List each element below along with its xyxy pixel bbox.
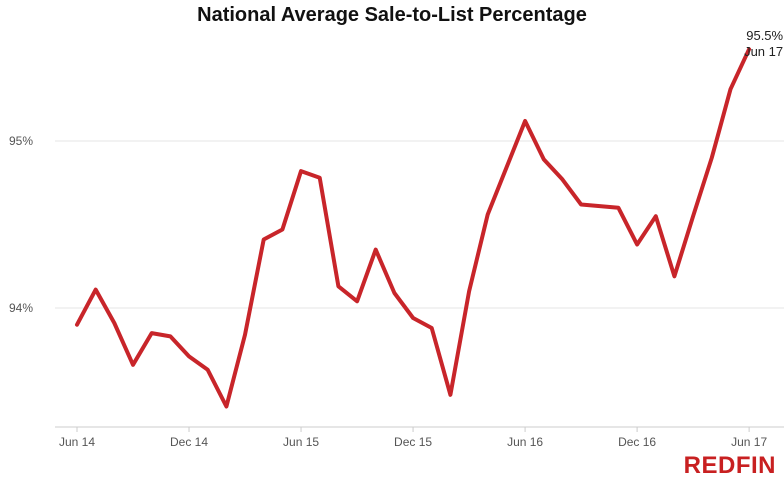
data-point [710,156,714,160]
data-point [691,214,695,218]
data-point [243,333,247,337]
y-tick-label: 95% [9,134,33,148]
data-point [672,274,676,278]
x-tick-label: Dec 14 [170,435,208,449]
data-point [411,316,415,320]
x-tick-label: Jun 14 [59,435,95,449]
data-point [318,176,322,180]
x-tick-label: Dec 15 [394,435,432,449]
series-line [75,47,752,409]
end-date-label: Jun 17 [744,44,783,59]
end-value-label: 95.5% [746,28,783,43]
end-annotation: 95.5% Jun 17 [744,28,783,59]
data-point [280,228,284,232]
chart-title: National Average Sale-to-List Percentage [197,4,587,26]
grid-lines [55,140,784,309]
x-tick-label: Jun 15 [283,435,319,449]
y-tick-label: 94% [9,301,33,315]
data-point [654,214,658,218]
data-point [187,354,191,358]
series-layer [75,47,752,409]
x-tick-label: Dec 16 [618,435,656,449]
data-point [392,291,396,295]
x-tick-label: Jun 17 [731,435,767,449]
data-point [616,206,620,210]
x-axis-ticks: Jun 14 Dec 14 Jun 15 Dec 15 Jun 16 Dec 16 Jun … [59,427,767,449]
data-point [467,289,471,293]
y-axis-ticks: 94% 95% [9,134,33,315]
data-point [728,87,732,91]
data-point [523,119,527,123]
data-point [262,238,266,242]
data-point [448,393,452,397]
data-point [542,157,546,161]
redfin-logo: REDFIN [683,452,776,479]
data-point [560,177,564,181]
data-point [374,248,378,252]
x-tick-label: Jun 16 [507,435,543,449]
data-point [224,405,228,409]
data-point [131,363,135,367]
data-point [112,321,116,325]
data-point [635,243,639,247]
data-point [336,284,340,288]
data-point [355,299,359,303]
data-point [94,288,98,292]
data-point [168,334,172,338]
data-point [598,204,602,208]
data-point [150,331,154,335]
data-point [430,326,434,330]
data-point [299,169,303,173]
data-point [579,202,583,206]
data-point [486,212,490,216]
data-point [75,323,79,327]
data-point [504,166,508,170]
data-point [206,368,210,372]
